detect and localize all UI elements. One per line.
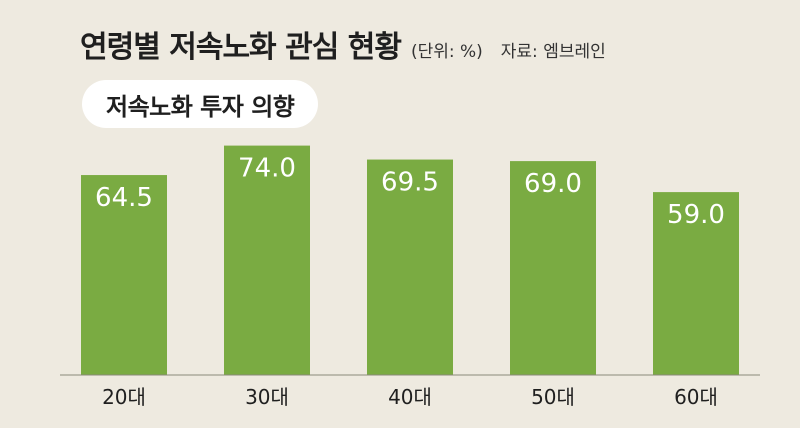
bars-group: 64.5 74.0 69.5 69.0 59.0 xyxy=(81,145,739,375)
source-note: 자료: 엠브레인 xyxy=(500,42,606,62)
bar-value-label: 69.0 xyxy=(524,169,582,199)
bar-value-label: 69.5 xyxy=(381,168,439,198)
category-labels-group: 20대 30대 40대 50대 60대 xyxy=(102,385,718,409)
chart-title: 연령별 저속노화 관심 현황 xyxy=(80,30,402,65)
header: 연령별 저속노화 관심 현황 (단위: %) 자료: 엠브레인 xyxy=(80,22,606,66)
bar-3 xyxy=(367,159,453,375)
category-label: 50대 xyxy=(531,385,575,409)
category-label: 20대 xyxy=(102,385,146,409)
category-label: 30대 xyxy=(245,385,289,409)
bar-2 xyxy=(224,145,310,375)
bar-5 xyxy=(653,192,739,375)
unit-note: (단위: %) xyxy=(410,42,483,62)
bar-value-label: 74.0 xyxy=(238,154,296,184)
bar-value-label: 59.0 xyxy=(667,200,725,230)
bar-4 xyxy=(510,161,596,375)
series-title-pill: 저속노화 투자 의향 xyxy=(82,80,319,128)
bar-1 xyxy=(81,175,167,375)
category-label: 40대 xyxy=(388,385,432,409)
category-label: 60대 xyxy=(674,385,718,409)
bar-value-label: 64.5 xyxy=(95,183,153,213)
